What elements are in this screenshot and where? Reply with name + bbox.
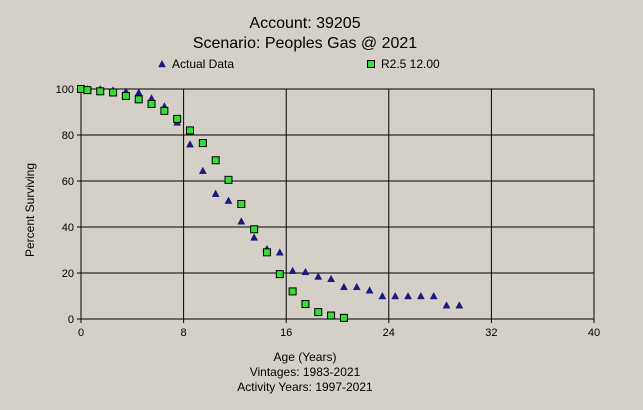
fitted-curve-point xyxy=(160,106,169,115)
actual-data-point xyxy=(416,291,425,300)
legend-entry-label: R2.5 12.00 xyxy=(381,57,440,71)
actual-data-point xyxy=(198,166,207,174)
actual-data-point xyxy=(288,266,297,274)
actual-data-point xyxy=(275,248,284,256)
plot-area xyxy=(80,88,595,320)
fitted-curve-point xyxy=(83,86,92,95)
actual-data-point xyxy=(429,291,438,300)
actual-data-point xyxy=(237,217,246,225)
fitted-curve-point xyxy=(173,114,182,123)
fitted-curve-point xyxy=(186,126,195,135)
actual-data-point xyxy=(391,291,400,300)
actual-data-point xyxy=(365,286,374,294)
fitted-curve-point xyxy=(121,91,130,100)
vintages-note: Vintages: 1983-2021 xyxy=(250,365,361,379)
y-tick-label: 0 xyxy=(68,314,74,326)
legend-entry-label: Actual Data xyxy=(172,57,234,71)
grid-lines xyxy=(81,89,594,319)
legend: Actual Data R2.5 12.00 xyxy=(158,57,440,71)
x-tick-label: 40 xyxy=(588,327,600,339)
fitted-curve-point xyxy=(339,313,348,322)
actual-data-point xyxy=(314,272,323,280)
fitted-curve-point xyxy=(262,248,271,257)
fitted-curve-point xyxy=(211,156,220,165)
fitted-curve-point xyxy=(198,139,207,148)
actual-data-point xyxy=(301,267,310,276)
fitted-curve-point xyxy=(134,95,143,104)
y-tick-label: 40 xyxy=(62,222,74,234)
y-tick-label: 60 xyxy=(62,176,74,188)
y-tick-label: 80 xyxy=(62,130,74,142)
actual-data-point xyxy=(455,301,464,309)
actual-data-point xyxy=(404,291,412,300)
x-tick-label: 32 xyxy=(485,327,497,339)
x-tick-label: 16 xyxy=(280,327,292,339)
fitted-curve-point xyxy=(96,87,105,96)
chart-title: Account: 39205 xyxy=(249,15,360,32)
actual-data-point xyxy=(327,274,336,282)
data-marks xyxy=(77,84,464,322)
fitted-curve-point xyxy=(109,88,118,97)
fitted-curve-point xyxy=(250,225,259,234)
actual-data-point xyxy=(442,301,451,309)
fitted-curve-point xyxy=(147,99,156,108)
actual-data-point xyxy=(352,282,361,291)
actual-data-point xyxy=(378,291,387,300)
x-tick-label: 8 xyxy=(181,327,187,339)
fitted-curve-point xyxy=(327,311,336,320)
legend-triangle-icon xyxy=(158,59,166,68)
legend-square-icon xyxy=(367,60,375,68)
fitted-curve-point xyxy=(288,287,297,296)
x-axis-label: Age (Years) xyxy=(274,350,337,364)
actual-data-point xyxy=(211,189,220,197)
actual-data-point xyxy=(224,196,233,204)
axis-ticks: 0 8 16 24 32 40 0 20 40 60 80 100 xyxy=(56,84,600,339)
activity-years-note: Activity Years: 1997-2021 xyxy=(237,380,373,394)
y-axis-label: Percent Surviving xyxy=(23,163,37,257)
fitted-curve-point xyxy=(275,270,284,279)
y-tick-label: 20 xyxy=(62,268,74,280)
fitted-curve-point xyxy=(314,308,323,317)
fitted-curve-point xyxy=(224,175,233,184)
x-tick-label: 24 xyxy=(383,327,395,339)
actual-data-point xyxy=(186,140,194,148)
fitted-curve-series xyxy=(77,85,348,322)
actual-data-point xyxy=(339,282,348,291)
y-tick-label: 100 xyxy=(56,84,74,96)
fitted-curve-point xyxy=(237,200,246,208)
fitted-curve-point xyxy=(301,300,310,309)
chart-subtitle: Scenario: Peoples Gas @ 2021 xyxy=(193,35,417,52)
x-tick-label: 0 xyxy=(78,327,84,339)
actual-data-point xyxy=(250,233,259,241)
